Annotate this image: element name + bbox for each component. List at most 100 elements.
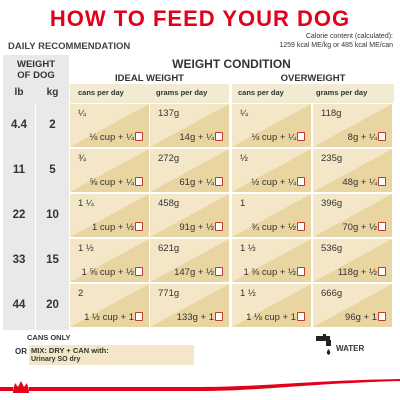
mix-amount: 14g + ¼ bbox=[179, 132, 214, 143]
mix-amount: ⅝ cup + ¼ bbox=[89, 177, 134, 188]
weight-lb-value: 11 bbox=[12, 164, 26, 176]
cans-only-value: 118g bbox=[321, 108, 342, 119]
can-icon bbox=[297, 267, 305, 276]
ideal-grams-cell: 621g 147g + ½ bbox=[150, 239, 229, 282]
water-tap-icon bbox=[316, 334, 331, 355]
cans-only-value: ½ bbox=[240, 153, 248, 164]
mix-legend-line-1: MIX: DRY + CAN with: bbox=[31, 346, 109, 355]
mix-legend-line-2: Urinary SO dry bbox=[31, 356, 81, 363]
mix-value: 1 ½ cup + 1 bbox=[84, 312, 143, 323]
mix-value: ⅛ cup + ¼ bbox=[251, 132, 305, 143]
calorie-line-2: 1259 kcal ME/kg or 485 kcal ME/can bbox=[279, 41, 393, 49]
can-icon bbox=[378, 222, 386, 231]
can-icon bbox=[297, 312, 305, 321]
water-label: WATER bbox=[336, 344, 365, 353]
overweight-label: OVERWEIGHT bbox=[280, 73, 346, 84]
cans-only-value: ¼ bbox=[78, 108, 86, 119]
can-icon bbox=[378, 312, 386, 321]
weight-condition-title: WEIGHT CONDITION bbox=[172, 57, 291, 71]
can-icon bbox=[378, 177, 386, 186]
mix-value: 133g + 1 bbox=[177, 312, 223, 323]
or-label: OR bbox=[15, 347, 27, 356]
mix-amount: ¾ cup + ½ bbox=[251, 222, 296, 233]
cans-only-value: ¾ bbox=[78, 153, 86, 164]
weight-lb-value: 44 bbox=[12, 299, 26, 311]
over-grams-cell: 666g 96g + 1 bbox=[313, 284, 392, 327]
can-icon bbox=[135, 132, 143, 141]
mix-value: 1 ⅝ cup + ½ bbox=[81, 267, 143, 278]
can-icon bbox=[135, 177, 143, 186]
ideal-weight-label: IDEAL WEIGHT bbox=[115, 73, 184, 84]
mix-value: 147g + ½ bbox=[174, 267, 223, 278]
cans-only-value: 666g bbox=[321, 288, 343, 299]
ideal-cans-cell: ¼ ⅛ cup + ¼ bbox=[70, 104, 149, 147]
mix-value: 91g + ½ bbox=[179, 222, 223, 233]
weight-kg-value: 10 bbox=[46, 209, 59, 221]
cans-only-value: 1 ½ bbox=[78, 243, 94, 254]
ideal-cans-cell: ¾ ⅝ cup + ¼ bbox=[70, 149, 149, 192]
kg-unit-label: kg bbox=[46, 87, 59, 98]
mix-amount: 8g + ¼ bbox=[347, 132, 377, 143]
can-icon bbox=[215, 267, 223, 276]
mix-amount: 1 ⅝ cup + ½ bbox=[81, 267, 134, 278]
mix-value: 70g + ½ bbox=[342, 222, 386, 233]
calorie-line-1: Calorie content (calculated): bbox=[305, 33, 393, 40]
weight-column bbox=[3, 55, 69, 330]
mix-amount: 118g + ½ bbox=[337, 267, 377, 278]
mix-value: 1 cup + ½ bbox=[92, 222, 143, 233]
weight-kg-value: 2 bbox=[49, 119, 56, 131]
mix-amount: ⅛ cup + ¼ bbox=[89, 132, 134, 143]
mix-amount: 96g + 1 bbox=[345, 312, 377, 323]
can-icon bbox=[378, 132, 386, 141]
can-icon bbox=[215, 132, 223, 141]
cans-only-value: 1 ½ bbox=[240, 243, 256, 254]
ideal-header-box bbox=[70, 84, 229, 103]
mix-amount: 1 ⅜ cup + ½ bbox=[243, 267, 296, 278]
over-cans-cell: ½ ½ cup + ¼ bbox=[232, 149, 311, 192]
weight-lb-value: 33 bbox=[12, 254, 26, 266]
mix-value: 118g + ½ bbox=[338, 267, 386, 278]
mix-amount: 1 cup + ½ bbox=[92, 222, 134, 233]
can-icon bbox=[297, 222, 305, 231]
lb-unit-label: lb bbox=[14, 87, 24, 98]
mix-value: ½ cup + ¼ bbox=[251, 177, 305, 188]
weight-header-2: OF DOG bbox=[17, 70, 55, 81]
mix-amount: 48g + ¼ bbox=[342, 177, 377, 188]
weight-kg-value: 5 bbox=[49, 164, 56, 176]
cans-only-value: 536g bbox=[321, 243, 343, 254]
cans-only-value: 621g bbox=[158, 243, 180, 254]
over-grams-cell: 396g 70g + ½ bbox=[313, 194, 392, 237]
ideal-grams-cell: 771g 133g + 1 bbox=[150, 284, 229, 327]
ideal-grams-cell: 458g 91g + ½ bbox=[150, 194, 229, 237]
ideal-grams-header: grams per day bbox=[156, 88, 208, 97]
can-icon bbox=[135, 222, 143, 231]
ideal-cans-cell: 1 ½ 1 ⅝ cup + ½ bbox=[70, 239, 149, 282]
overweight-header-box bbox=[232, 84, 394, 103]
mix-value: 1 ⅛ cup + 1 bbox=[246, 312, 305, 323]
mix-amount: ⅛ cup + ¼ bbox=[251, 132, 296, 143]
over-cans-cell: ¼ ⅛ cup + ¼ bbox=[232, 104, 311, 147]
weight-lb-value: 4.4 bbox=[11, 119, 27, 131]
cans-only-value: 272g bbox=[158, 153, 180, 164]
cans-only-value: 396g bbox=[321, 198, 343, 209]
mix-legend-box bbox=[29, 345, 194, 365]
over-grams-header: grams per day bbox=[316, 88, 368, 97]
mix-value: ⅛ cup + ¼ bbox=[89, 132, 143, 143]
mix-value: 48g + ¼ bbox=[342, 177, 386, 188]
mix-value: 8g + ¼ bbox=[348, 132, 386, 143]
weight-lb-value: 22 bbox=[12, 209, 26, 221]
weight-kg-value: 20 bbox=[46, 299, 59, 311]
mix-amount: 1 ⅛ cup + 1 bbox=[246, 312, 296, 323]
can-icon bbox=[215, 177, 223, 186]
cans-only-value: 1 ¼ bbox=[78, 198, 94, 209]
can-icon bbox=[297, 132, 305, 141]
mix-value: 1 ⅜ cup + ½ bbox=[243, 267, 305, 278]
can-icon bbox=[135, 312, 143, 321]
calorie-content: Calorie content (calculated): 1259 kcal … bbox=[279, 33, 393, 50]
ideal-grams-cell: 272g 61g + ¼ bbox=[150, 149, 229, 192]
over-cans-cell: 1 ¾ cup + ½ bbox=[232, 194, 311, 237]
ideal-cans-cell: 2 1 ½ cup + 1 bbox=[70, 284, 149, 327]
cans-only-value: 1 bbox=[240, 198, 246, 209]
cans-only-value: ¼ bbox=[240, 108, 248, 119]
can-icon bbox=[135, 267, 143, 276]
